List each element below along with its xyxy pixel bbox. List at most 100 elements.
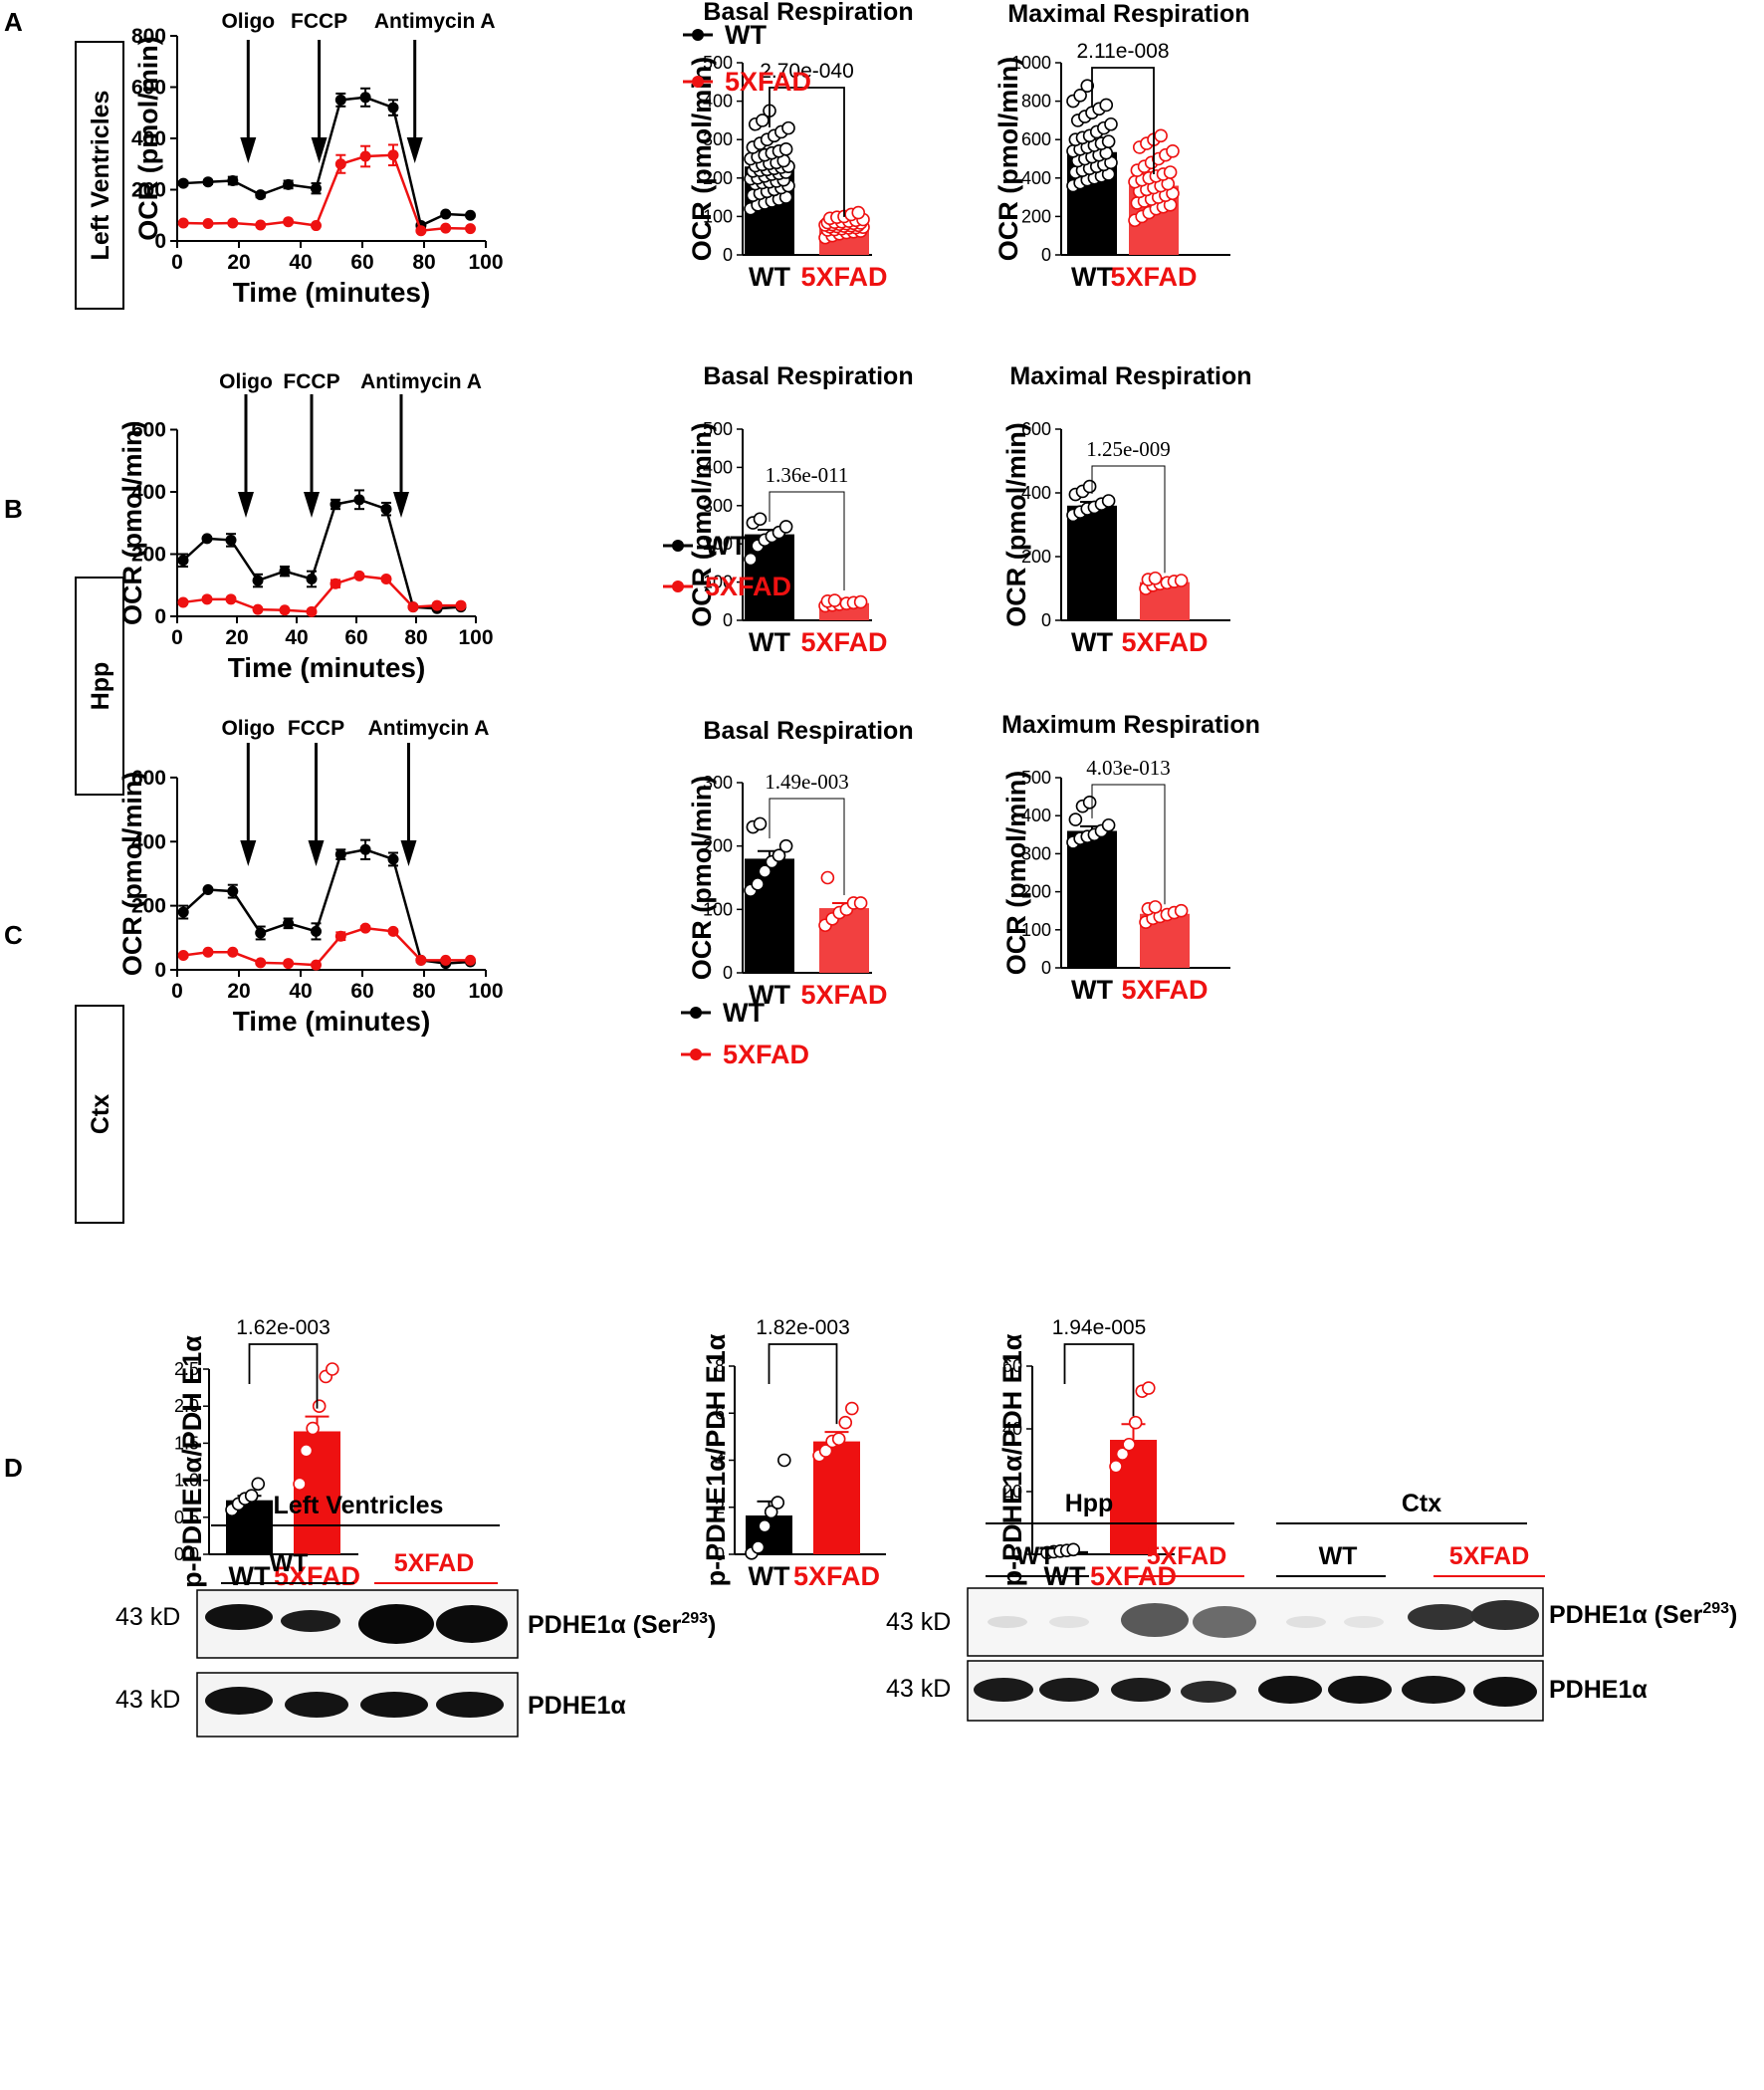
x-tick-label: 20	[225, 626, 248, 649]
data-point-5xfad	[820, 870, 835, 885]
wb-d-label-phospho-close: )	[708, 1611, 716, 1639]
data-point-wt	[440, 208, 452, 220]
y-tick-label: 2.0	[174, 1396, 199, 1416]
bar-wt	[745, 858, 794, 973]
data-point-5xfad	[851, 205, 866, 220]
x-tick-label: 60	[344, 626, 367, 649]
y-axis-label: OCR (pmol/min)	[1001, 422, 1031, 626]
data-point-wt	[202, 884, 214, 896]
data-point-5xfad	[853, 896, 868, 910]
wb-e-tissue-ctx: Ctx	[1402, 1490, 1441, 1517]
significance-bracket	[769, 491, 845, 590]
x-tick-label: 0	[171, 626, 183, 649]
wb-d-band-t4	[436, 1692, 504, 1718]
data-point-5xfad	[415, 954, 427, 966]
wb-e-kd-1: 43 kD	[886, 1608, 951, 1636]
injection-label: Oligo	[221, 10, 275, 33]
data-point-wt	[756, 114, 770, 127]
y-tick-label: 1.0	[174, 1471, 199, 1491]
data-point-wt	[359, 843, 371, 855]
y-tick-label: 200	[1021, 547, 1051, 567]
data-point-5xfad	[845, 1401, 859, 1416]
data-point-5xfad	[225, 593, 237, 605]
y-tick-label: 2	[715, 1498, 725, 1517]
data-point-wt	[311, 182, 322, 194]
legend-c-fxad-marker	[690, 1048, 702, 1060]
y-axis-label: OCR (pmol/min)	[1001, 771, 1031, 975]
category-label-5xfad: 5XFAD	[800, 980, 887, 1010]
y-tick-label: 0	[1041, 610, 1051, 630]
category-label-5xfad: 5XFAD	[274, 1561, 360, 1591]
data-point-5xfad	[455, 599, 467, 611]
y-axis-label: OCR (pmol/min)	[687, 776, 717, 980]
wb-d-kd-2: 43 kD	[115, 1686, 180, 1714]
data-point-wt	[255, 189, 267, 201]
data-point-wt	[283, 178, 295, 190]
injection-label: FCCP	[288, 717, 344, 740]
data-point-5xfad	[431, 599, 443, 611]
category-label-5xfad: 5XFAD	[1121, 627, 1208, 657]
y-tick-label: 0	[1041, 245, 1051, 265]
data-point-5xfad	[255, 219, 267, 231]
data-point-5xfad	[465, 223, 476, 235]
chart-e-hpp-phospho-ratio: 0 2 4 6 8p-PDHE1α/PDH E1α WT 5XFAD 1.82e-003	[701, 1316, 886, 1591]
significance-bracket	[248, 1343, 319, 1409]
data-point-5xfad	[311, 220, 322, 232]
p-value-label: 4.03e-013	[1086, 756, 1171, 780]
data-point-5xfad	[387, 925, 399, 937]
data-point-5xfad	[202, 217, 214, 229]
y-tick-label: 200	[131, 179, 166, 202]
legend-b-wt-label: WT	[705, 531, 747, 561]
category-label-wt: WT	[1071, 262, 1113, 292]
data-point-5xfad	[283, 216, 295, 228]
p-value-label: 1.49e-003	[765, 770, 849, 794]
data-point-5xfad	[353, 570, 365, 581]
injection-arrow-head	[240, 137, 257, 163]
y-tick-label: 0.0	[174, 1544, 199, 1564]
wb-e-label-phospho-main: PDHE1α (Ser	[1549, 1601, 1703, 1629]
chart-b-timecourse: 0 200 400 600 0 20 40 60 80 100 Time (minutes) OCR …	[117, 370, 494, 683]
chart-b-basal-respiration: 0 100 200 300 400 500 Basal Respiration OCR (pm…	[687, 362, 914, 657]
significance-bracket	[769, 87, 845, 217]
significance-bracket	[1091, 67, 1155, 175]
category-label-wt: WT	[749, 1561, 790, 1591]
wb-d-group-wt: WT	[270, 1549, 309, 1577]
data-point-wt	[751, 877, 765, 891]
chart-c-timecourse: 0 200 400 600 0 20 40 60 80 100 Time (minutes) OCR …	[117, 717, 504, 1037]
y-axis-label: p-PDHE1α/PDH E1α	[177, 1335, 207, 1588]
data-point-5xfad	[1109, 1460, 1123, 1474]
y-tick-label: 400	[1021, 483, 1051, 503]
p-value-label: 2.70e-040	[760, 60, 854, 83]
side-label-hpp: Hpp	[87, 662, 114, 711]
y-tick-label: 0	[154, 605, 166, 628]
chart-title: Basal Respiration	[703, 362, 913, 390]
wb-d-band-p3	[358, 1604, 434, 1644]
data-point-wt	[283, 917, 295, 929]
y-tick-label: 0	[154, 959, 166, 982]
y-axis-label: OCR (pmol/min)	[687, 422, 717, 626]
x-tick-label: 100	[468, 980, 503, 1003]
data-point-5xfad	[440, 222, 452, 234]
side-label-box-lv	[75, 41, 124, 310]
legend-a-wt-label: WT	[725, 20, 767, 50]
category-label-wt: WT	[1071, 627, 1113, 657]
data-point-5xfad	[407, 601, 419, 613]
x-tick-label: 40	[289, 980, 312, 1003]
y-tick-label: 600	[1021, 419, 1051, 439]
y-tick-label: 6	[715, 1403, 725, 1423]
x-tick-label: 20	[227, 251, 250, 274]
y-tick-label: 4	[715, 1451, 725, 1471]
significance-bracket	[1091, 465, 1166, 574]
data-point-wt	[1101, 494, 1116, 508]
data-point-5xfad	[1142, 1381, 1156, 1395]
wb-e-band-t1	[974, 1678, 1033, 1702]
wb-d-band-t1	[205, 1687, 273, 1715]
data-point-wt	[465, 209, 476, 221]
y-tick-label: 600	[131, 767, 166, 790]
wb-d-label-phospho-sup: 293	[681, 1610, 708, 1627]
injection-label: Antimycin A	[360, 370, 482, 393]
data-point-wt	[177, 177, 189, 189]
y-tick-label: 200	[703, 836, 733, 856]
